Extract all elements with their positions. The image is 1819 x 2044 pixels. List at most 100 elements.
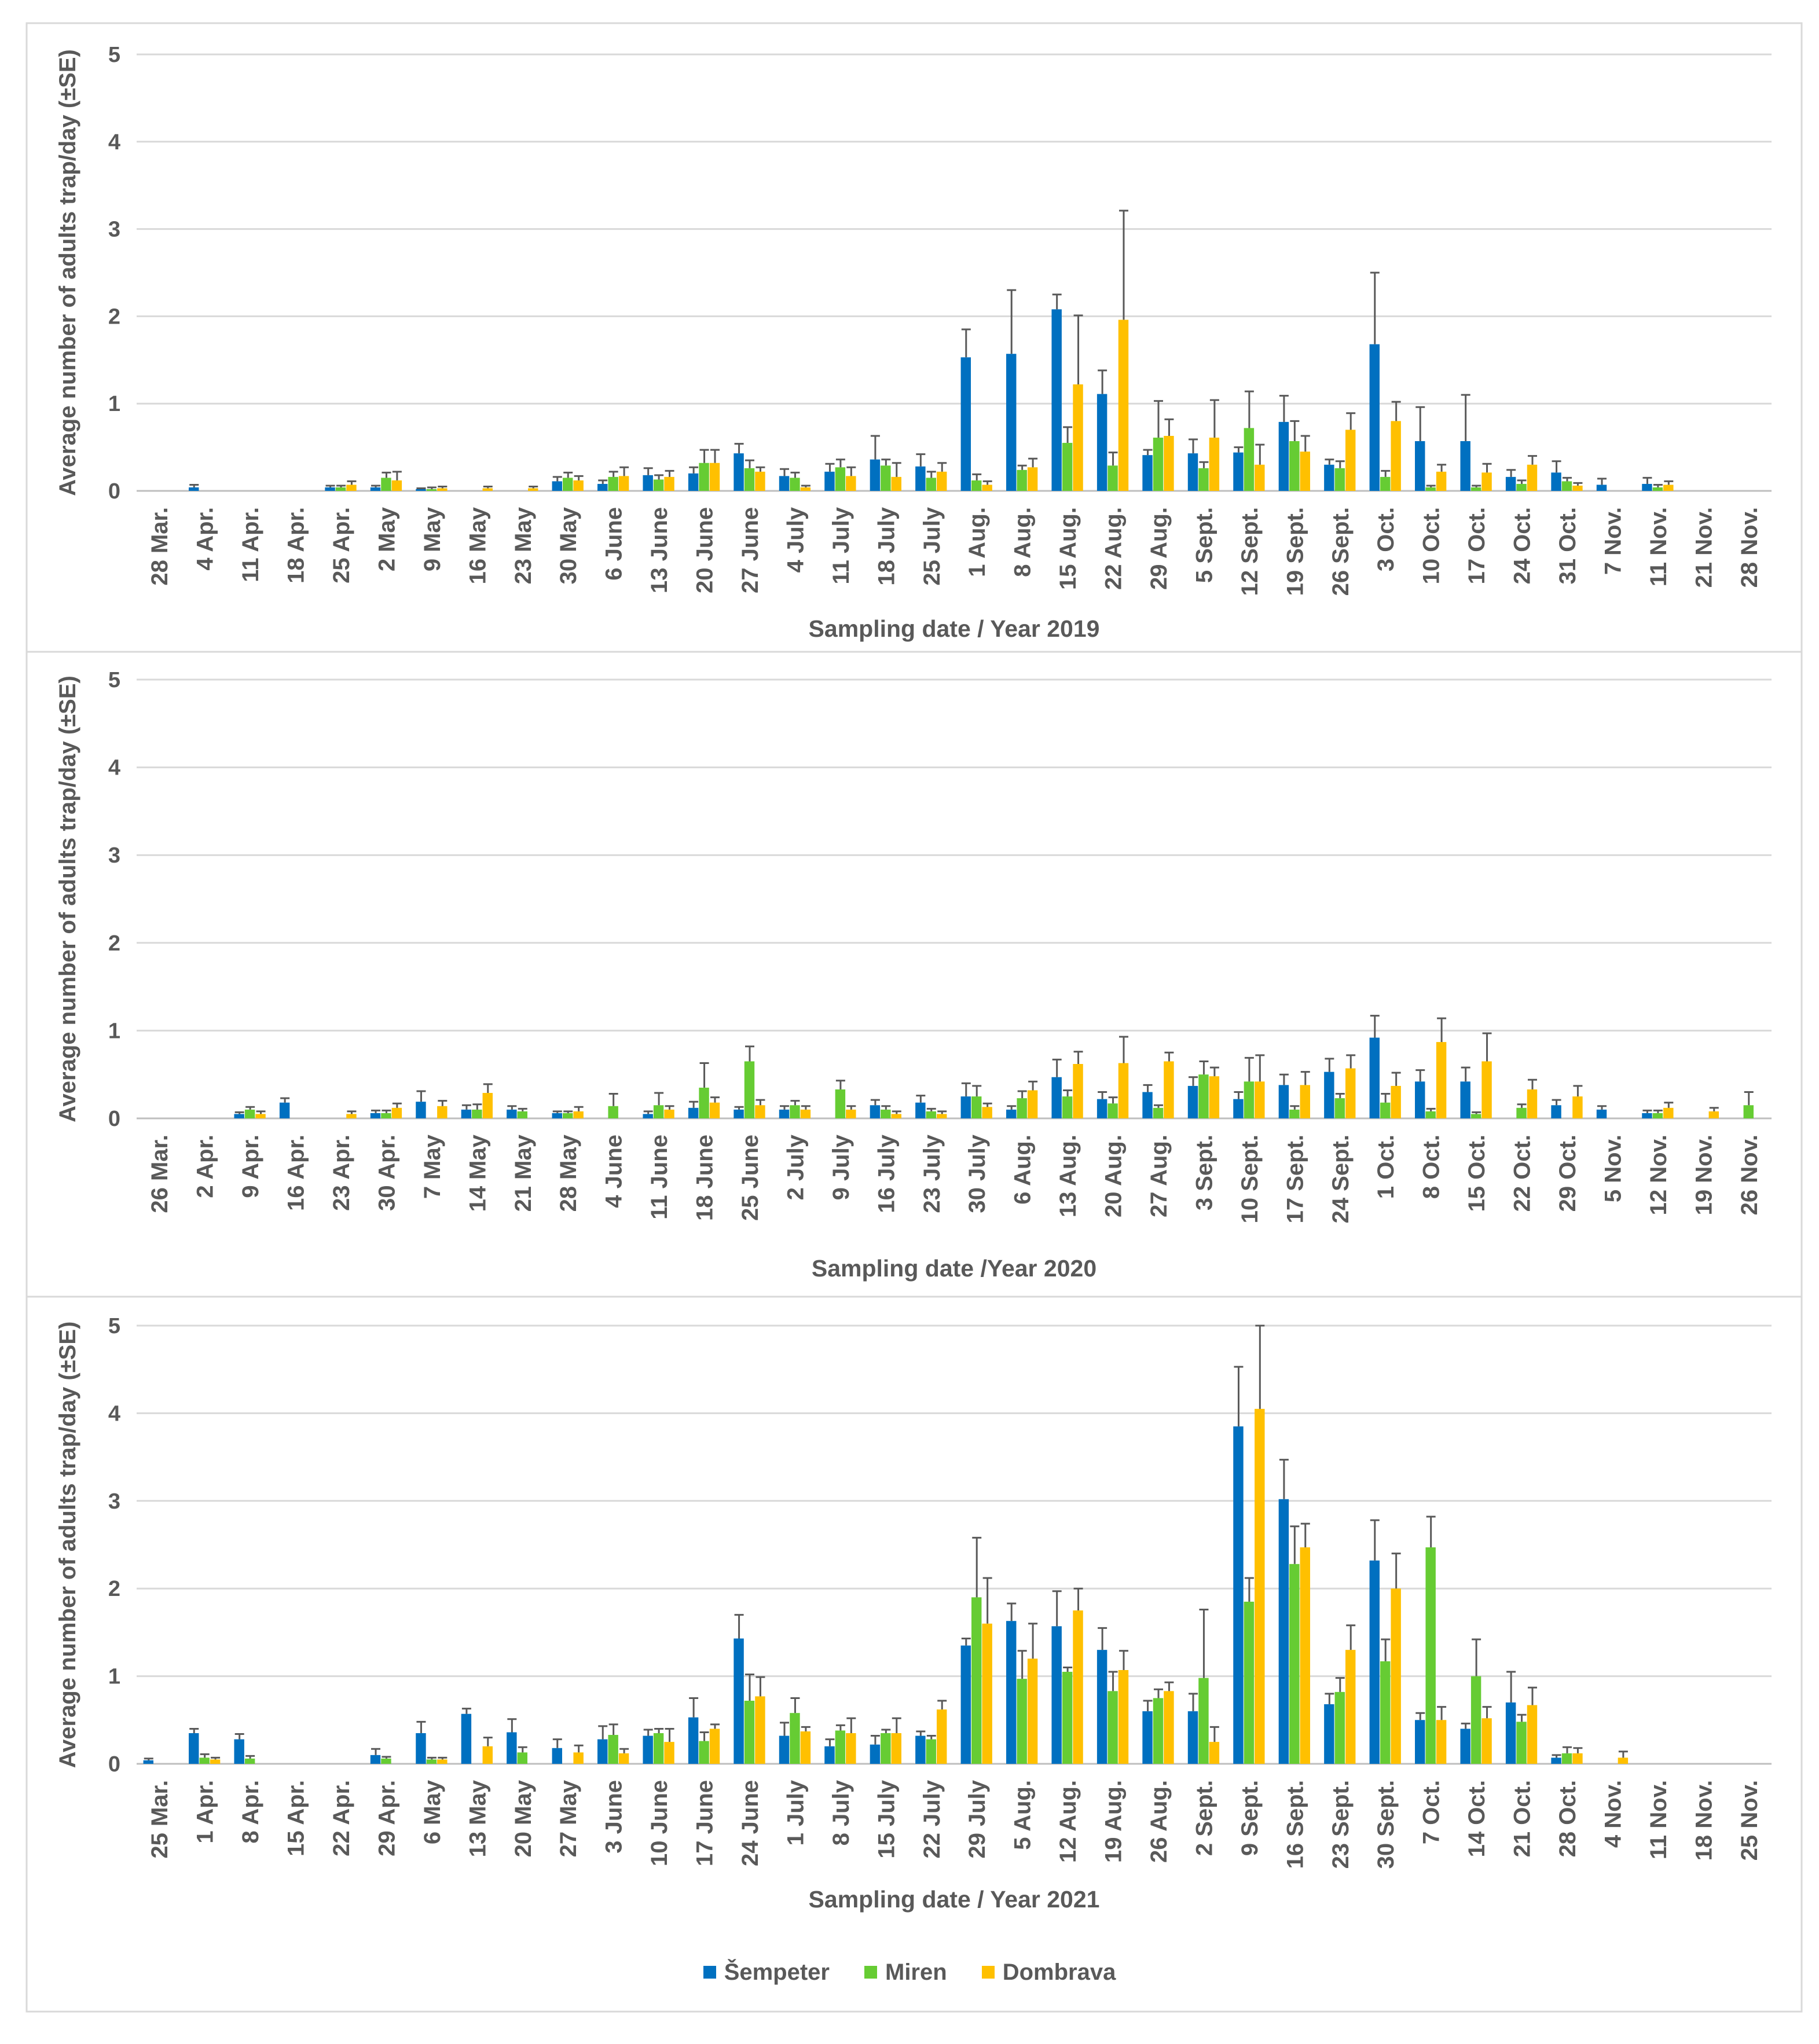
bar-dombrava [1209,1076,1220,1118]
bar-sempeter [1006,354,1017,491]
bar-dombrava [1164,1061,1174,1118]
bar-sempeter [960,1096,971,1118]
bar-dombrava [1164,435,1174,491]
y-tick-label: 4 [108,130,120,155]
bar-miren [1425,1111,1436,1118]
bar-dombrava [1572,1753,1583,1764]
bar-miren [1561,481,1572,491]
y-tick-label: 1 [108,1665,120,1689]
bar-sempeter [1278,421,1289,491]
x-tick-label: 29 Aug. [1146,507,1172,590]
x-tick-label: 25 June [738,1135,763,1221]
bar-miren [926,1111,936,1118]
bar-dombrava [891,1733,901,1764]
bar-miren [1153,438,1164,491]
bar-sempeter [1551,1105,1561,1118]
bar-dombrava [437,488,448,491]
bar-sempeter [824,1746,835,1764]
x-tick-label: 20 Aug. [1101,1135,1127,1217]
bar-sempeter [325,487,335,491]
x-tick-label: 1 July [783,1779,808,1845]
bar-miren [1107,465,1118,491]
bar-miren [653,1105,664,1118]
x-tick-label: 12 Sept. [1237,507,1263,596]
bar-dombrava [1027,1090,1038,1118]
x-tick-label: 16 May [465,507,490,584]
bar-sempeter [370,1755,381,1764]
bar-dombrava [982,1107,992,1118]
bar-miren [653,479,664,491]
bar-dombrava [618,476,629,491]
x-tick-label: 6 Aug. [1010,1135,1036,1205]
legend-item-miren: Miren [864,1959,947,1986]
x-axis-label: Sampling date /Year 2020 [812,1255,1096,1282]
bar-miren [926,478,936,491]
bar-dombrava [391,1107,402,1118]
bar-sempeter [824,471,835,491]
bar-miren [1334,468,1345,491]
bar-miren [1380,1102,1391,1118]
x-tick-label: 26 Nov. [1737,1135,1762,1215]
bar-miren [881,465,891,491]
bar-dombrava [1527,464,1538,491]
bar-dombrava [800,487,811,491]
bar-sempeter [643,1114,653,1118]
bar-sempeter [597,1739,608,1764]
bar-sempeter [870,459,881,491]
bar-sempeter [1505,1702,1516,1764]
x-tick-label: 10 June [647,1780,672,1866]
bar-dombrava [1572,1096,1583,1118]
bar-dombrava [346,485,357,491]
bar-miren [1516,1107,1527,1118]
x-axis-label: Sampling date / Year 2019 [809,615,1100,642]
legend-label-sempeter: Šempeter [724,1959,830,1985]
x-tick-label: 24 Sept. [1328,1135,1354,1223]
bar-miren [835,1089,846,1118]
x-tick-label: 11 July [828,507,854,584]
x-tick-label: 13 May [465,1779,490,1857]
bar-miren [244,1758,255,1764]
x-tick-label: 19 Aug. [1101,1780,1127,1863]
x-tick-label: 17 Sept. [1282,1135,1308,1223]
bar-miren [1153,1698,1164,1764]
bar-dombrava [1209,1742,1220,1764]
bar-miren [1198,468,1209,491]
y-tick-label: 1 [108,392,120,416]
bar-sempeter [461,1713,472,1764]
bar-sempeter [507,1109,517,1118]
bar-miren [1107,1103,1118,1118]
bar-sempeter [1187,1711,1198,1764]
y-tick-label: 2 [108,304,120,329]
bar-dombrava [573,480,584,491]
bar-sempeter [1278,1499,1289,1764]
bar-sempeter [552,481,563,491]
x-tick-label: 13 June [647,507,672,593]
bar-miren [971,480,982,491]
panel-frame-2021 [25,1296,1803,2013]
bar-sempeter [960,357,971,491]
bar-sempeter [1460,1081,1470,1118]
bar-miren [926,1739,936,1764]
bar-dombrava [709,463,720,491]
bar-miren [744,468,755,491]
x-tick-label: 4 Nov. [1600,1780,1626,1848]
bar-sempeter [734,1109,744,1118]
bar-dombrava [437,1106,448,1118]
chart-panel-0: 0 1 2 3 4 5 Average number of adults trap/day … [55,43,1772,642]
x-tick-label: 28 Mar. [147,507,173,586]
bar-sempeter [870,1744,881,1764]
x-tick-label: 8 Aug. [1010,507,1036,577]
x-tick-label: 1 Apr. [193,1780,218,1844]
bar-dombrava [846,1109,856,1118]
x-tick-label: 22 Apr. [329,1780,354,1856]
bar-dombrava [1118,320,1129,491]
bar-dombrava [1300,1085,1310,1118]
x-tick-label: 24 June [738,1780,763,1866]
bar-sempeter [189,1733,199,1764]
bar-sempeter [1415,441,1425,491]
bar-sempeter [643,1735,653,1764]
bar-sempeter [1187,1085,1198,1118]
bar-miren [517,1752,527,1764]
x-tick-label: 20 June [692,507,718,593]
bar-miren [1334,1098,1345,1118]
